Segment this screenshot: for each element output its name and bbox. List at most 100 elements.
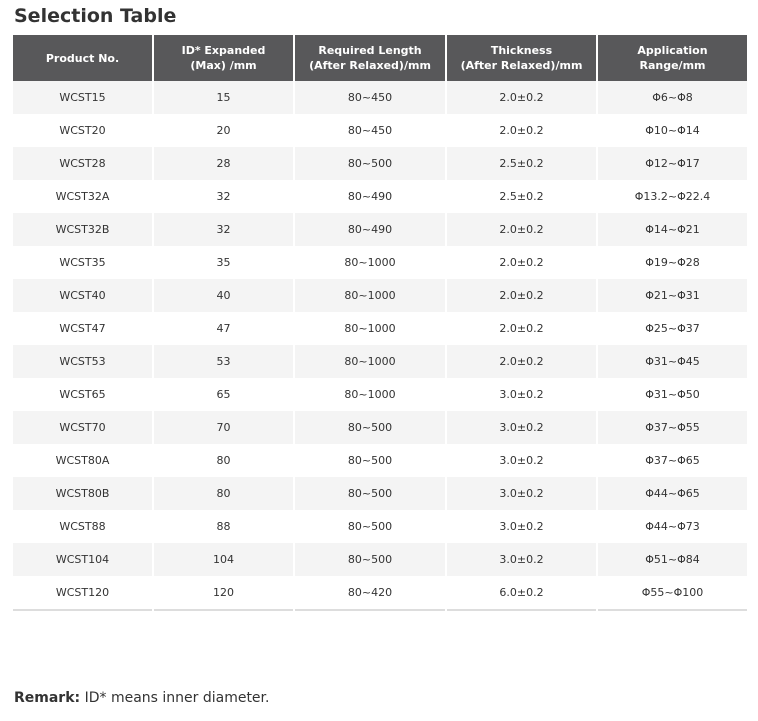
table-cell: 53 <box>152 345 294 378</box>
table-row: WCST35 35 80~1000 2.0±0.2 Φ19~Φ28 <box>13 246 747 279</box>
table-cell: 80~1000 <box>293 345 446 378</box>
table-cell: WCST15 <box>13 81 153 114</box>
table-cell: WCST104 <box>13 543 153 576</box>
table-cell: WCST53 <box>13 345 153 378</box>
table-cell: 3.0±0.2 <box>445 444 597 477</box>
table-cell: 80~500 <box>293 543 446 576</box>
table-cell: Φ55~Φ100 <box>596 576 747 610</box>
table-row: WCST80A 80 80~500 3.0±0.2 Φ37~Φ65 <box>13 444 747 477</box>
table-cell: 120 <box>152 576 294 610</box>
header-line: (Max) /mm <box>190 59 257 72</box>
header-line: Application <box>637 44 708 57</box>
table-cell: 2.0±0.2 <box>445 81 597 114</box>
table-cell: 80~1000 <box>293 312 446 345</box>
table-cell: 2.0±0.2 <box>445 213 597 246</box>
table-cell: WCST70 <box>13 411 153 444</box>
remark: Remark: ID* means inner diameter. <box>14 690 269 706</box>
header-cell: ID* Expanded (Max) /mm <box>152 35 294 81</box>
table-header: Product No. ID* Expanded (Max) /mm Required… <box>13 35 747 81</box>
header-line: (After Relaxed)/mm <box>460 59 583 72</box>
table-cell: WCST32B <box>13 213 153 246</box>
table-row: WCST15 15 80~450 2.0±0.2 Φ6~Φ8 <box>13 81 747 114</box>
table-cell: 80~450 <box>293 114 446 147</box>
header-line: ID* Expanded <box>181 44 266 57</box>
table-cell: 2.0±0.2 <box>445 114 597 147</box>
table-row: WCST32A 32 80~490 2.5±0.2 Φ13.2~Φ22.4 <box>13 180 747 213</box>
table-cell: 15 <box>152 81 294 114</box>
table-cell: Φ44~Φ65 <box>596 477 747 510</box>
table-cell: Φ6~Φ8 <box>596 81 747 114</box>
table-cell: WCST20 <box>59 124 106 137</box>
table-cell: 6.0±0.2 <box>445 576 597 610</box>
table-cell: WCST88 <box>59 520 106 533</box>
remark-label: Remark: <box>14 690 81 706</box>
remark-text: ID* means inner diameter. <box>84 690 270 706</box>
table-row: WCST80B 80 80~500 3.0±0.2 Φ44~Φ65 <box>13 477 747 510</box>
table-cell: 32 <box>152 213 294 246</box>
table-cell: WCST80B <box>13 477 153 510</box>
table-cell: WCST80A <box>55 454 110 467</box>
table-cell: WCST40 <box>13 279 153 312</box>
header-line: Required Length <box>318 44 422 57</box>
header-cell: Product No. <box>13 35 153 81</box>
table-row: WCST104 104 80~500 3.0±0.2 Φ51~Φ84 <box>13 543 747 576</box>
table-cell: Φ19~Φ28 <box>596 246 747 279</box>
table-cell: 2.0±0.2 <box>445 312 597 345</box>
table-cell: 20 <box>152 114 294 147</box>
table-cell: WCST32A <box>55 190 110 203</box>
table-cell: Φ21~Φ31 <box>596 279 747 312</box>
header-line: Thickness <box>490 44 553 57</box>
table-row: WCST20 20 80~450 2.0±0.2 Φ10~Φ14 <box>13 114 747 147</box>
header-line: Range/mm <box>639 59 706 72</box>
table-cell: WCST35 <box>59 256 106 269</box>
table-cell: Φ25~Φ37 <box>596 312 747 345</box>
table-row: WCST53 53 80~1000 2.0±0.2 Φ31~Φ45 <box>13 345 747 378</box>
table-cell: 80~490 <box>293 213 446 246</box>
table-cell: 65 <box>152 378 294 411</box>
table-cell: 104 <box>152 543 294 576</box>
table-cell: 3.0±0.2 <box>445 378 597 411</box>
table-cell: 80~420 <box>293 576 446 610</box>
table-cell: WCST28 <box>13 147 153 180</box>
table-cell: WCST65 <box>59 388 106 401</box>
table-cell: Φ13.2~Φ22.4 <box>596 180 747 213</box>
table-cell: 88 <box>152 510 294 543</box>
table-cell: 32 <box>152 180 294 213</box>
table-row: WCST40 40 80~1000 2.0±0.2 Φ21~Φ31 <box>13 279 747 312</box>
table-row: WCST47 47 80~1000 2.0±0.2 Φ25~Φ37 <box>13 312 747 345</box>
table-cell: 3.0±0.2 <box>445 510 597 543</box>
table-cell: 80~490 <box>293 180 446 213</box>
table-cell: 80~500 <box>293 444 446 477</box>
header-line: (After Relaxed)/mm <box>309 59 431 72</box>
table-cell: 47 <box>152 312 294 345</box>
header-line: Product No. <box>45 51 120 65</box>
table-cell: 3.0±0.2 <box>445 411 597 444</box>
table-cell: 40 <box>152 279 294 312</box>
table-cell: WCST47 <box>59 322 106 335</box>
table-cell: Φ37~Φ65 <box>596 444 747 477</box>
table-cell: 2.0±0.2 <box>445 246 597 279</box>
table-cell: 80~500 <box>293 510 446 543</box>
table-cell: 28 <box>152 147 294 180</box>
table-cell: Φ31~Φ45 <box>596 345 747 378</box>
header-cell: Application Range/mm <box>596 35 747 81</box>
title: Selection Table <box>14 5 177 27</box>
table-cell: 80~1000 <box>293 279 446 312</box>
table-cell: 35 <box>152 246 294 279</box>
table-cell: 3.0±0.2 <box>445 543 597 576</box>
table-cell: WCST120 <box>55 586 110 599</box>
table-cell: 80~1000 <box>293 378 446 411</box>
header-cell: Thickness (After Relaxed)/mm <box>445 35 597 81</box>
table-cell: 80~500 <box>293 477 446 510</box>
table-row: WCST28 28 80~500 2.5±0.2 Φ12~Φ17 <box>13 147 747 180</box>
table-cell: Φ37~Φ55 <box>596 411 747 444</box>
table-cell: 80~1000 <box>293 246 446 279</box>
table-cell: Φ14~Φ21 <box>596 213 747 246</box>
table-cell: 2.0±0.2 <box>445 279 597 312</box>
table-cell: Φ10~Φ14 <box>596 114 747 147</box>
table-cell: Φ12~Φ17 <box>596 147 747 180</box>
table-cell: 70 <box>152 411 294 444</box>
table-row: WCST65 65 80~1000 3.0±0.2 Φ31~Φ50 <box>13 378 747 411</box>
selection-table: Product No. ID* Expanded (Max) /mm Required… <box>13 35 747 611</box>
table-cell: 80 <box>152 477 294 510</box>
